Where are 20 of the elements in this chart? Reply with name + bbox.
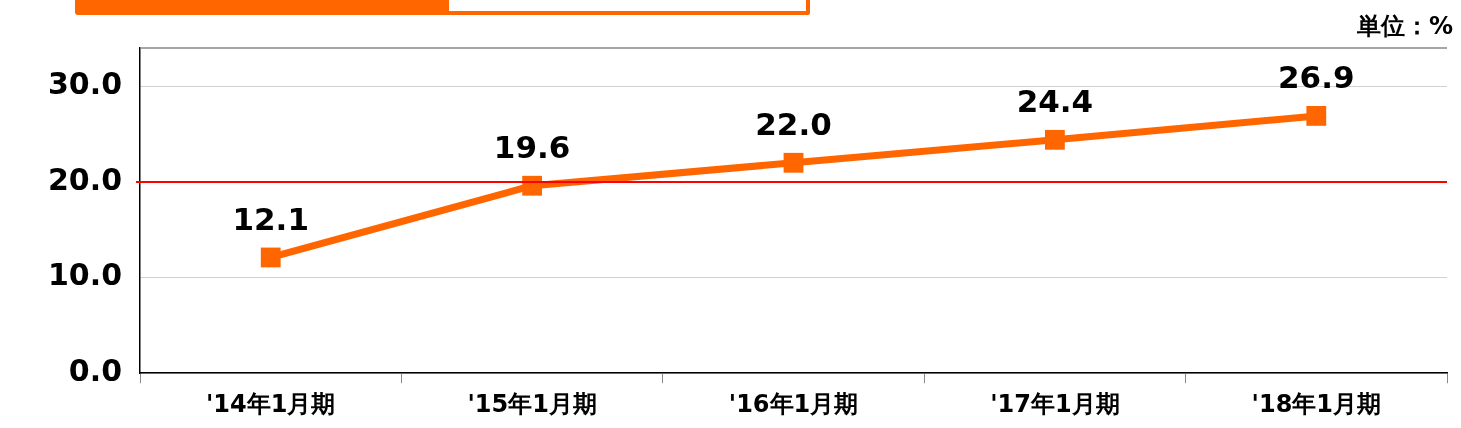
point — [522, 175, 543, 196]
text: 12.1 — [232, 201, 309, 238]
x-tick-label: '18年1月期 — [1251, 389, 1382, 418]
point — [1306, 106, 1327, 126]
x-tick-label: '17年1月期 — [990, 389, 1120, 418]
y-tick-label: 10.0 — [47, 257, 123, 293]
text: 単位：% — [1355, 12, 1453, 41]
text: 19.6 — [493, 129, 571, 166]
text: 26.9 — [1278, 59, 1355, 96]
text: 24.4 — [1016, 83, 1094, 120]
point — [260, 247, 281, 268]
x-tick-label: '14年1月期 — [205, 389, 336, 418]
text: 22.0 — [755, 106, 832, 143]
y-tick-label: 20.0 — [47, 161, 123, 197]
x-tick-label: '15年1月期 — [467, 389, 597, 418]
y-tick-label: 0.0 — [68, 353, 123, 388]
x-tick-label: '16年1月期 — [728, 389, 859, 418]
y-tick-label: 30.0 — [47, 66, 123, 102]
point — [1045, 129, 1065, 150]
point — [783, 152, 804, 173]
